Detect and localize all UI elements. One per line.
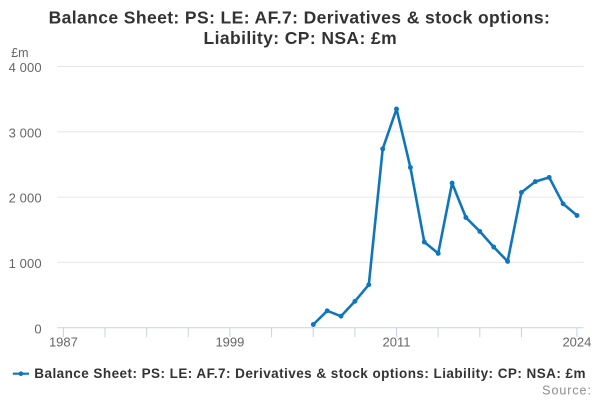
- svg-text:1999: 1999: [215, 334, 244, 349]
- svg-text:0: 0: [34, 321, 41, 336]
- svg-text:Source:: Source:: [542, 384, 592, 398]
- svg-text:1987: 1987: [49, 334, 78, 349]
- svg-text:Liability: CP: NSA: £m: Liability: CP: NSA: £m: [204, 28, 398, 48]
- svg-text:2 000: 2 000: [9, 191, 42, 206]
- svg-text:4 000: 4 000: [9, 60, 42, 75]
- svg-text:2011: 2011: [383, 334, 411, 349]
- svg-text:£m: £m: [11, 46, 28, 60]
- svg-text:1 000: 1 000: [9, 256, 42, 271]
- svg-text:2024: 2024: [562, 334, 591, 349]
- svg-text:Balance Sheet: PS: LE: AF.7: D: Balance Sheet: PS: LE: AF.7: Derivatives…: [49, 8, 551, 28]
- svg-text:3 000: 3 000: [9, 125, 42, 140]
- svg-text:Balance Sheet: PS: LE: AF.7: D: Balance Sheet: PS: LE: AF.7: Derivatives…: [34, 366, 586, 381]
